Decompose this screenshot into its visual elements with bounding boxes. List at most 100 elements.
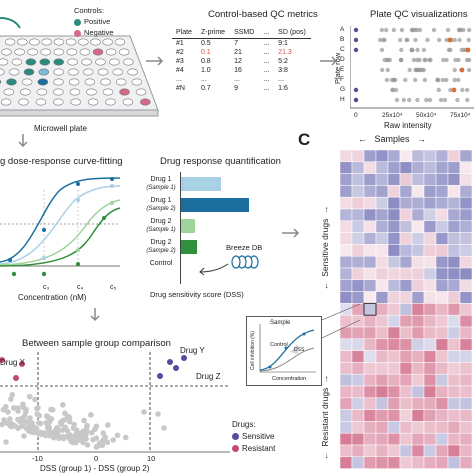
plate-qc-xlabel: Raw intensity [384, 121, 432, 130]
heatmap-cell [375, 185, 389, 198]
breeze-db-label: Breeze DB [226, 243, 263, 252]
heatmap-cell [399, 350, 413, 363]
plate-qc-point [424, 97, 429, 103]
well [100, 78, 111, 86]
well [81, 58, 92, 66]
microwell-plate-illustration [0, 17, 159, 117]
volcano-point [5, 409, 11, 415]
plate-qc-point [379, 67, 385, 73]
heatmap-cell [363, 409, 377, 422]
heatmap-cell [435, 185, 449, 198]
heatmap-cell [363, 161, 377, 174]
volcano-point [8, 396, 14, 402]
well [123, 58, 134, 66]
plate-qc-point [407, 97, 412, 103]
heatmap-cell [423, 314, 437, 328]
heatmap-cell [447, 373, 461, 387]
heatmap-cell [399, 220, 413, 233]
heatmap-cell [363, 338, 377, 351]
heatmap-cell [387, 409, 401, 422]
heatmap-cell [375, 373, 389, 387]
heatmap-cell [411, 314, 425, 328]
resistant-point [13, 375, 19, 381]
heatmap-cell [447, 255, 461, 269]
plate-qc-point [427, 57, 432, 63]
heatmap-cell [363, 220, 377, 233]
heatmap-cell [435, 350, 449, 363]
well [119, 88, 130, 96]
legend-sensitive: Sensitive [232, 432, 274, 441]
row-label: A [340, 26, 345, 33]
heatmap-cell [423, 279, 437, 292]
bar [181, 177, 221, 191]
bar-label: Drug 2 (Sample 2) [146, 239, 176, 254]
heatmap-cell [375, 432, 389, 446]
plate-qc-point [457, 37, 462, 43]
plate-qc-point [399, 27, 405, 33]
heatmap-cell [363, 444, 377, 458]
well [27, 48, 38, 56]
heatmap-cell [459, 397, 472, 410]
volcano-point [16, 418, 23, 424]
tick-label: 0 [354, 112, 358, 119]
heatmap-cell [387, 421, 401, 434]
plate-qc-point [458, 27, 464, 33]
heatmap-cell [387, 373, 401, 387]
tick-c3: c₃ [43, 284, 50, 291]
plate-qc-point [415, 47, 420, 53]
volcano-point [7, 416, 13, 422]
heatmap-cell [351, 208, 365, 222]
plate-qc-point [466, 67, 472, 73]
heatmap-cell [387, 397, 401, 410]
heatmap-cell [435, 409, 449, 422]
heatmap-cell [375, 303, 389, 316]
inset-ylabel: Cell inhibition (%) [250, 331, 256, 370]
heatmap-cell [363, 291, 377, 304]
volcano-point [4, 420, 10, 426]
heatmap-cell [351, 338, 365, 351]
heatmap-cell [435, 208, 449, 222]
well [39, 58, 51, 66]
plate-qc-point [377, 37, 383, 43]
plate-qc-point [417, 67, 423, 73]
heatmap-cell [459, 421, 472, 434]
resistant-swatch [232, 445, 239, 453]
heatmap-cell [387, 314, 401, 328]
heatmap-cell [363, 173, 377, 186]
heatmap-cell [411, 444, 425, 458]
inset-dss: DSS [294, 347, 305, 353]
volcano-point [25, 428, 32, 434]
tick-label: 75x10⁴ [450, 112, 471, 119]
heatmap-cell [447, 362, 461, 375]
volcano-point [84, 442, 91, 448]
heatmap-cell [423, 421, 437, 434]
heatmap-cell [363, 244, 377, 257]
plate-qc-point [452, 67, 457, 73]
heatmap-cell [351, 173, 365, 186]
volcano-plot [0, 352, 230, 453]
well [102, 88, 114, 96]
heatmap-cell [387, 255, 401, 269]
heatmap-cell [399, 326, 413, 340]
group-xlabel: DSS (group 1) - DSS (group 2) [40, 464, 150, 473]
heatmap-cell [351, 421, 365, 434]
heatmap-cell [435, 161, 449, 174]
plate-qc-point [431, 27, 437, 33]
heatmap-cell [411, 456, 425, 469]
well [21, 78, 33, 86]
heatmap-cell [423, 326, 437, 340]
heatmap-cell [447, 196, 461, 210]
heatmap-cell [459, 173, 472, 186]
plate-qc-point [390, 87, 395, 93]
well [115, 78, 127, 86]
well [68, 78, 80, 86]
heatmap-cell [340, 338, 353, 351]
well [0, 98, 12, 106]
plate-qc-point [403, 77, 408, 83]
plate-qc-point [435, 77, 440, 83]
heatmap-cell [447, 208, 461, 222]
volcano-point [49, 432, 56, 439]
volcano-point [100, 430, 107, 436]
legend-title: Drugs: [232, 420, 256, 429]
plate-qc-title: Plate QC visualizations [370, 9, 468, 20]
